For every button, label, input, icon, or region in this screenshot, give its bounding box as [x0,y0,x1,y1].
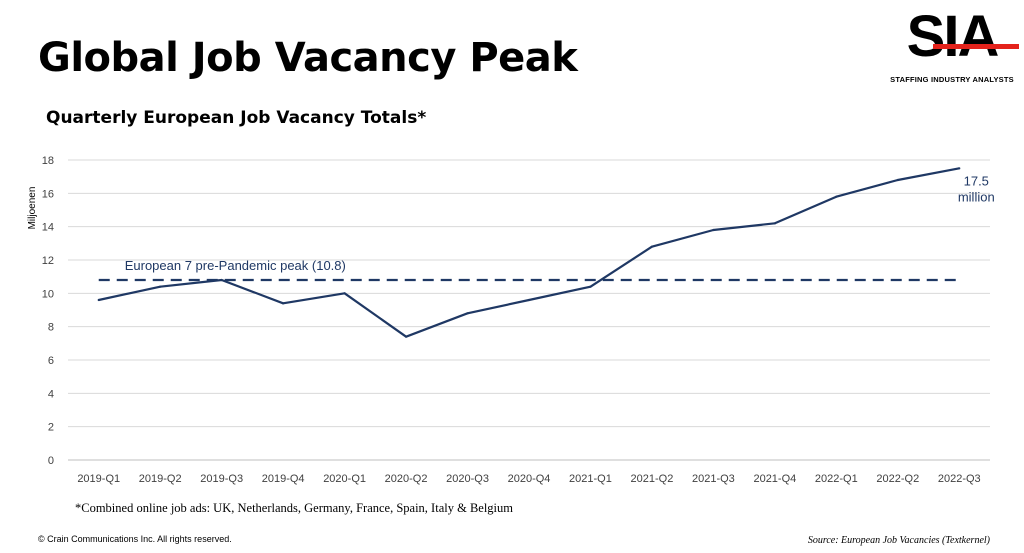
line-chart: 0 2 4 6 8 10 12 14 16 18 Miljoenen 2019-Q1 2019-Q2 20… [27,155,995,485]
y-tick-label: 10 [42,288,54,300]
data-point [527,298,531,302]
data-point [712,228,715,232]
data-label: 17.5 [964,173,989,188]
logo-tagline: STAFFING INDUSTRY ANALYSTS [890,75,1014,84]
y-tick-label: 0 [48,455,54,467]
x-tick-label: 2021-Q4 [753,473,796,485]
y-tick-label: 8 [48,322,54,334]
y-tick-label: 18 [42,155,54,167]
x-tick-label: 2019-Q1 [77,473,120,485]
y-tick-label: 4 [48,388,54,400]
reference-line-label: European 7 pre-Pandemic peak (10.8) [125,258,346,273]
x-tick-label: 2021-Q2 [631,473,674,485]
data-point [589,285,592,288]
data-point [896,178,899,182]
data-point [773,222,776,225]
x-tick-label: 2020-Q4 [508,473,551,485]
sia-logo: SIA STAFFING INDUSTRY ANALYSTS [885,4,1019,92]
page-title: Global Job Vacancy Peak [38,35,578,81]
logo-accent-bar [933,44,1019,49]
data-point [650,245,654,248]
y-tick-label: 2 [48,422,54,434]
copyright: © Crain Communications Inc. All rights r… [38,534,232,544]
data-label: million [958,189,995,204]
chart-subtitle: Quarterly European Job Vacancy Totals* [46,108,427,128]
x-tick-label: 2021-Q1 [569,473,612,485]
data-point [343,292,346,295]
y-tick-label: 12 [42,255,54,267]
data-point [404,335,408,338]
data-point [97,298,100,302]
logo-letters: SIA [906,4,1000,69]
x-tick-label: 2021-Q3 [692,473,735,485]
source-note: Source: European Job Vacancies (Textkern… [807,535,990,546]
x-tick-label: 2020-Q2 [385,473,428,485]
data-point [159,285,162,288]
x-tick-label: 2020-Q3 [446,473,489,485]
data-point [835,195,838,198]
x-tick-label: 2020-Q1 [323,473,366,485]
data-point [958,167,961,170]
y-tick-label: 14 [42,222,54,234]
x-tick-label: 2022-Q1 [815,473,858,485]
y-tick-label: 16 [42,188,54,200]
x-tick-label: 2019-Q4 [262,473,305,485]
data-point [466,312,469,315]
x-tick-label: 2019-Q2 [139,473,182,485]
x-tick-label: 2019-Q3 [200,473,243,485]
data-point [220,278,223,282]
y-tick-label: 6 [48,355,54,367]
x-tick-label: 2022-Q3 [938,473,981,485]
footnote: *Combined online job ads: UK, Netherland… [75,501,513,515]
x-tick-label: 2022-Q2 [876,473,919,485]
y-axis-label: Miljoenen [27,187,38,230]
data-point [282,302,285,305]
